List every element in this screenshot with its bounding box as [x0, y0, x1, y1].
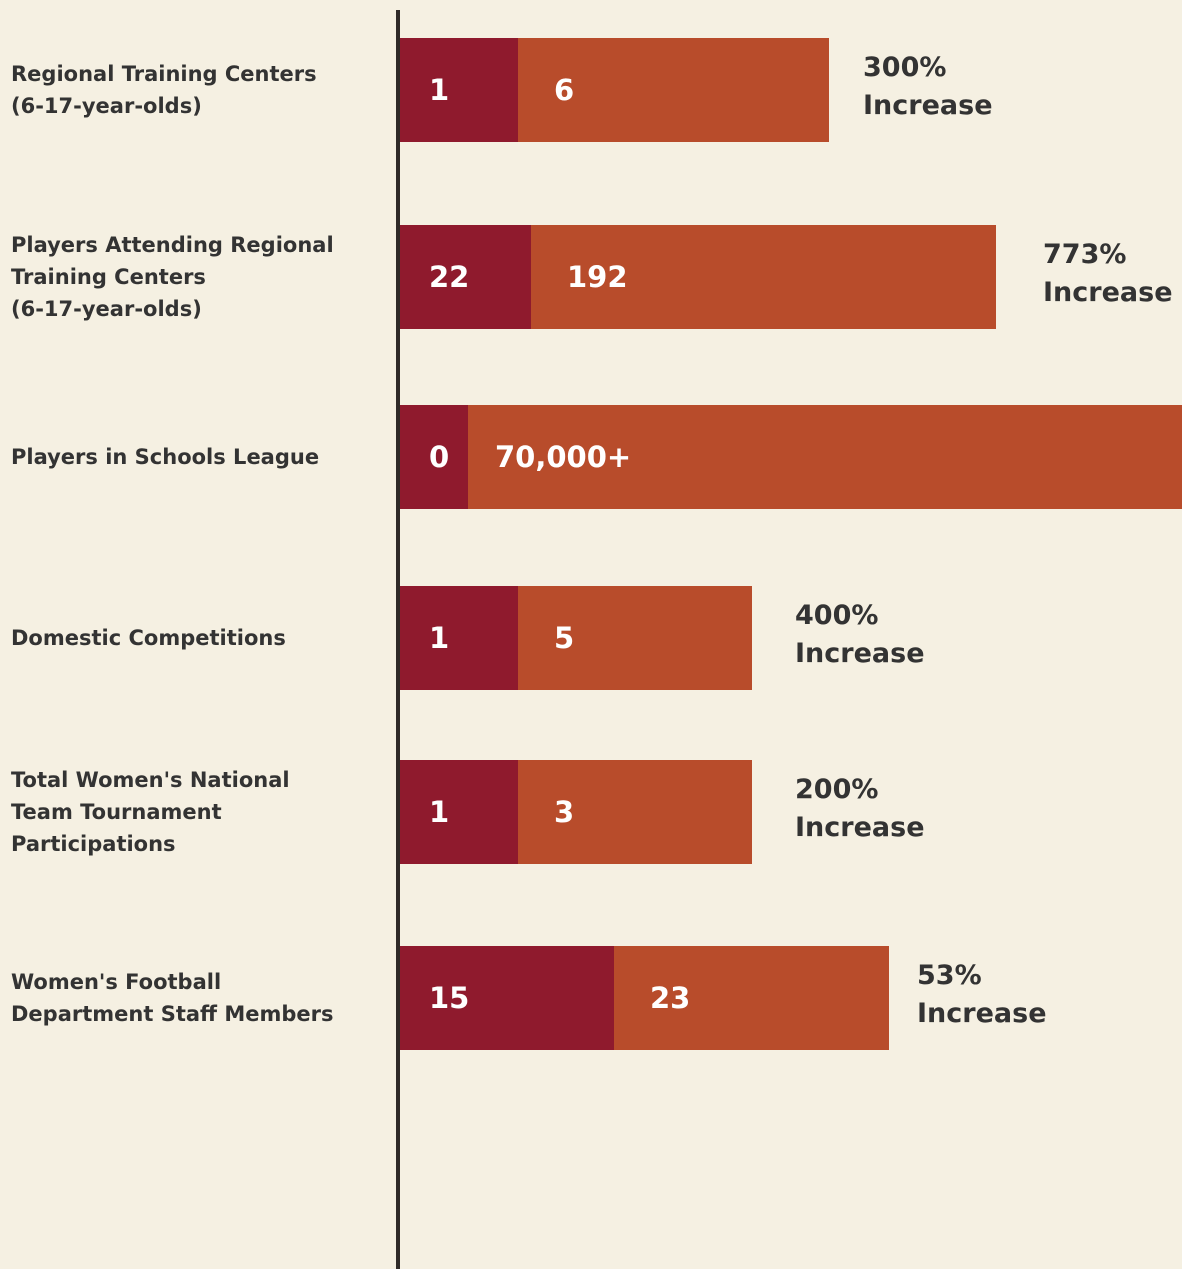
change-line: Increase — [863, 90, 993, 121]
change-text: 200% Increase — [795, 771, 925, 847]
label-line: Regional Training Centers — [11, 62, 317, 86]
before-value: 1 — [429, 795, 450, 829]
change-line: 53% — [917, 960, 982, 991]
label-line: Participations — [11, 832, 176, 856]
change-text: 773% Increase — [1043, 236, 1173, 312]
row-label: Women's Football Department Staff Members — [11, 966, 381, 1030]
change-line: Increase — [795, 638, 925, 669]
label-line: Women's Football — [11, 970, 222, 994]
label-line: (6-17-year-olds) — [11, 94, 202, 118]
label-line: Department Staff Members — [11, 1002, 334, 1026]
before-bar: 0 — [400, 405, 468, 509]
change-line: 773% — [1043, 239, 1127, 270]
change-line: 400% — [795, 600, 879, 631]
label-line: Players in Schools League — [11, 445, 320, 469]
before-bar: 15 — [400, 946, 614, 1050]
after-bar: 3 — [518, 760, 752, 864]
change-line: Increase — [1043, 277, 1173, 308]
before-bar: 22 — [400, 225, 531, 329]
after-bar: 192 — [531, 225, 996, 329]
before-value: 1 — [429, 621, 450, 655]
after-bar: 70,000+ — [468, 405, 1182, 509]
row-label: Players Attending Regional Training Cente… — [11, 229, 381, 325]
change-text: 53% Increase — [917, 957, 1047, 1033]
change-text: 400% Increase — [795, 597, 925, 673]
after-value: 5 — [554, 621, 575, 655]
label-line: Team Tournament — [11, 800, 222, 824]
after-bar: 23 — [614, 946, 889, 1050]
change-text: 300% Increase — [863, 49, 993, 125]
row-label: Total Women's National Team Tournament Par… — [11, 764, 381, 860]
label-line: (6-17-year-olds) — [11, 297, 202, 321]
after-value: 192 — [567, 260, 628, 294]
before-value: 0 — [429, 440, 450, 474]
before-bar: 1 — [400, 760, 518, 864]
after-value: 3 — [554, 795, 575, 829]
axis-line — [396, 10, 400, 1269]
before-value: 15 — [429, 981, 470, 1015]
label-line: Total Women's National — [11, 768, 290, 792]
after-value: 6 — [554, 73, 575, 107]
after-bar: 5 — [518, 586, 752, 690]
row-label: Regional Training Centers (6-17-year-olds… — [11, 58, 381, 122]
label-line: Domestic Competitions — [11, 626, 286, 650]
label-line: Players Attending Regional — [11, 233, 334, 257]
change-line: Increase — [795, 812, 925, 843]
row-label: Players in Schools League — [11, 441, 381, 473]
row-label: Domestic Competitions — [11, 622, 381, 654]
before-bar: 1 — [400, 586, 518, 690]
before-value: 1 — [429, 73, 450, 107]
change-line: 300% — [863, 52, 947, 83]
before-bar: 1 — [400, 38, 518, 142]
change-line: 200% — [795, 774, 879, 805]
after-value: 70,000+ — [495, 440, 632, 474]
label-line: Training Centers — [11, 265, 206, 289]
change-line: Increase — [917, 998, 1047, 1029]
after-bar: 6 — [518, 38, 829, 142]
after-value: 23 — [650, 981, 691, 1015]
before-value: 22 — [429, 260, 470, 294]
